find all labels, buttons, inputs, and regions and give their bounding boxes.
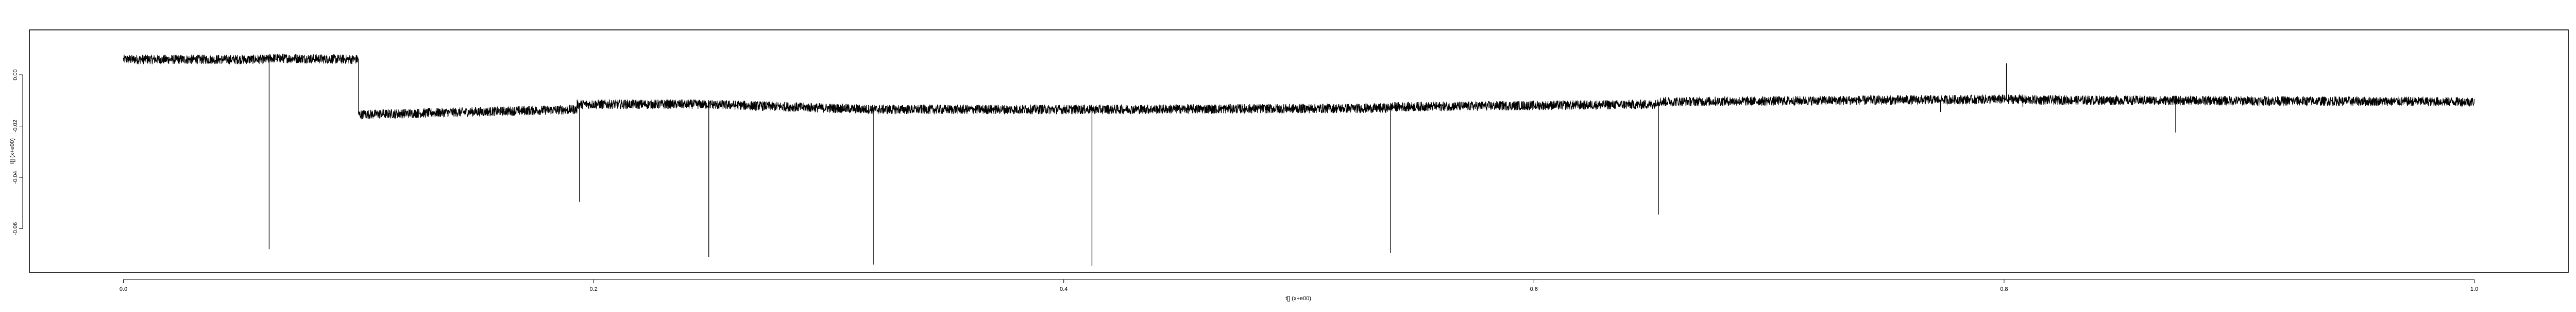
x-tick-label-1: 0.0 xyxy=(120,286,127,292)
data-series-line xyxy=(123,54,2475,120)
y-tick-label-4: -0.06 xyxy=(12,222,19,235)
y-tick-label-2: -0.02 xyxy=(12,120,19,133)
x-tick-label-2: 0.2 xyxy=(589,286,597,292)
x-tick-label-3: 0.4 xyxy=(1060,286,1067,292)
y-axis-label: I[] (x+e00) xyxy=(9,138,15,164)
x-tick-label-4: 0.6 xyxy=(1530,286,1538,292)
y-tick-label-3: -0.04 xyxy=(12,171,19,184)
x-axis-label: t[] (x+e00) xyxy=(1285,295,1311,302)
x-tick-label-5: 0.8 xyxy=(2000,286,2008,292)
x-axis: 0.0 0.2 0.4 0.6 0.8 1.0 xyxy=(120,279,2478,292)
y-axis: 0.00 -0.02 -0.04 -0.06 xyxy=(12,69,23,235)
spike-group xyxy=(268,59,2176,266)
plot-area-frame xyxy=(29,29,2569,273)
x-tick-label-6: 1.0 xyxy=(2470,286,2478,292)
y-tick-label-1: 0.00 xyxy=(12,69,19,80)
